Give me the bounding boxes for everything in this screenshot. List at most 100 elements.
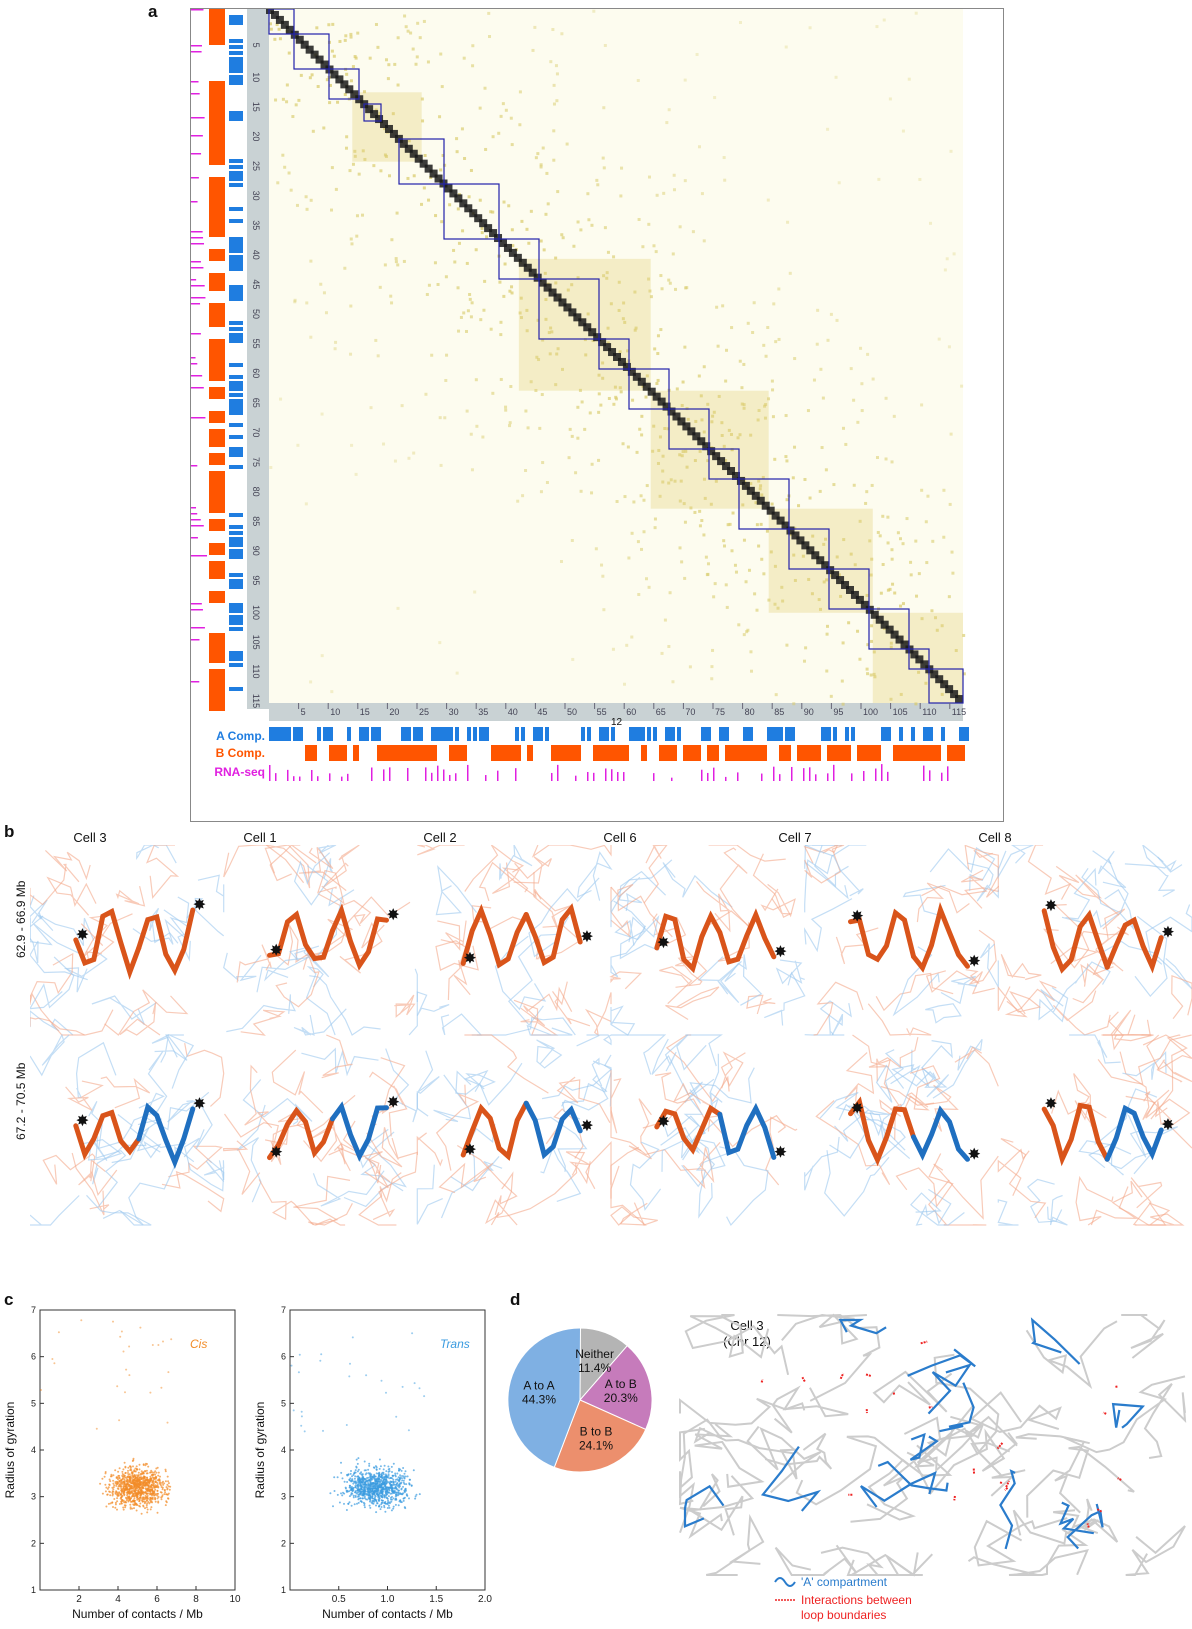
heatmap-speckle [536, 152, 540, 156]
heatmap-speckle [658, 494, 662, 498]
heatmap-speckle [554, 256, 558, 260]
scatter-point [126, 1475, 129, 1478]
scatter-point [161, 1488, 164, 1491]
b-comp-bar-bottom [803, 745, 809, 761]
scatter-point [333, 1476, 336, 1479]
loop-boundary-interaction [760, 1379, 764, 1383]
region-a-strand [911, 1105, 970, 1162]
background-chromatin [824, 1150, 890, 1217]
heatmap-speckle [510, 291, 514, 295]
scatter-outlier [413, 1382, 416, 1385]
rna-bar-bottom [623, 772, 625, 781]
heatmap-speckle [889, 645, 893, 649]
scatter-point [105, 1505, 108, 1508]
rna-seq-label: RNA-seq [214, 765, 265, 779]
bottom-tick-label: 45 [537, 707, 547, 717]
heatmap-speckle [785, 459, 789, 463]
scatter-point [105, 1486, 108, 1489]
a-comp-bar-left [229, 447, 243, 457]
a-comp-bar-bottom [791, 727, 795, 741]
diagonal-cell [741, 481, 750, 490]
left-tick-label: 75 [251, 457, 261, 467]
scatter-point [369, 1506, 372, 1509]
scatter-point [133, 1490, 136, 1493]
scatter-point [142, 1484, 145, 1486]
background-chromatin [416, 1050, 440, 1117]
heatmap-speckle [652, 244, 656, 248]
heatmap-speckle [632, 500, 636, 504]
tad-box [668, 408, 710, 450]
scatter-point [357, 1491, 360, 1493]
rna-bar-bottom [389, 767, 391, 781]
chromatin-trace [689, 1315, 770, 1359]
heatmap-speckle [711, 648, 715, 652]
chromatin-trace [679, 1397, 806, 1426]
chromatin-trace [1121, 1314, 1166, 1359]
scatter-point [394, 1474, 397, 1477]
scatter-outlier [57, 1331, 60, 1334]
scatter-point [162, 1480, 164, 1483]
heatmap-speckle [725, 605, 729, 609]
heatmap-speckle [655, 193, 659, 197]
heatmap-speckle [621, 442, 625, 446]
heatmap-speckle [740, 402, 744, 406]
scatter-point [403, 1506, 406, 1509]
heatmap-speckle [416, 21, 420, 25]
heatmap-speckle [499, 333, 503, 337]
scatter-point [360, 1480, 363, 1483]
scatter-point [135, 1489, 138, 1492]
cell-title: Cell 1 [243, 830, 277, 845]
scatter-point [390, 1476, 392, 1479]
heatmap-speckle [424, 392, 428, 396]
heatmap-speckle [597, 410, 601, 414]
rna-bar-left [191, 519, 201, 521]
scatter-point [123, 1501, 126, 1504]
rna-bar-left [191, 417, 206, 419]
scatter-point [117, 1474, 120, 1477]
heatmap-speckle [637, 593, 641, 597]
heatmap-speckle [537, 358, 541, 362]
heatmap-speckle [456, 286, 460, 290]
structure-panel: ✸✸ [803, 845, 999, 1037]
scatter-point [378, 1458, 381, 1461]
rna-bar-bottom [851, 773, 853, 781]
heatmap-speckle [526, 426, 530, 430]
diagonal-cell [315, 55, 324, 64]
left-tick-label: 35 [251, 220, 261, 230]
scatter-point [133, 1494, 136, 1497]
heatmap-speckle [511, 244, 515, 248]
heatmap-speckle [626, 445, 630, 449]
y-tick-label: 5 [281, 1398, 286, 1408]
heatmap-speckle [865, 490, 869, 494]
background-chromatin [610, 883, 673, 938]
scatter-point [385, 1475, 388, 1478]
heatmap-speckle [656, 378, 660, 382]
scatter-point [391, 1487, 393, 1490]
heatmap-speckle [509, 116, 513, 120]
heatmap-speckle [889, 641, 893, 645]
loop-boundary-interaction [1117, 1477, 1122, 1481]
scatter-point [381, 1488, 384, 1491]
heatmap-speckle [825, 669, 829, 673]
heatmap-speckle [349, 79, 353, 83]
heatmap-speckle [826, 338, 830, 342]
a-compartment-trace [909, 1432, 939, 1461]
scatter-point [133, 1497, 136, 1500]
heatmap-speckle [529, 380, 533, 384]
pie-slice [579, 1344, 653, 1431]
chromatin-trace [866, 1444, 953, 1521]
scatter-point [392, 1462, 395, 1465]
chromatin-trace [1125, 1525, 1186, 1576]
heatmap-speckle [749, 433, 753, 437]
scatter-point [359, 1484, 362, 1487]
heatmap-speckle [597, 373, 601, 377]
heatmap-speckle [649, 295, 653, 299]
heatmap-speckle [661, 480, 665, 484]
heatmap-speckle [502, 294, 506, 298]
scatter-point [153, 1490, 156, 1493]
heatmap-speckle [541, 338, 545, 342]
heatmap-speckle [945, 257, 949, 261]
heatmap-speckle [471, 44, 475, 48]
background-chromatin [1047, 1194, 1068, 1226]
heatmap-speckle [478, 198, 482, 202]
